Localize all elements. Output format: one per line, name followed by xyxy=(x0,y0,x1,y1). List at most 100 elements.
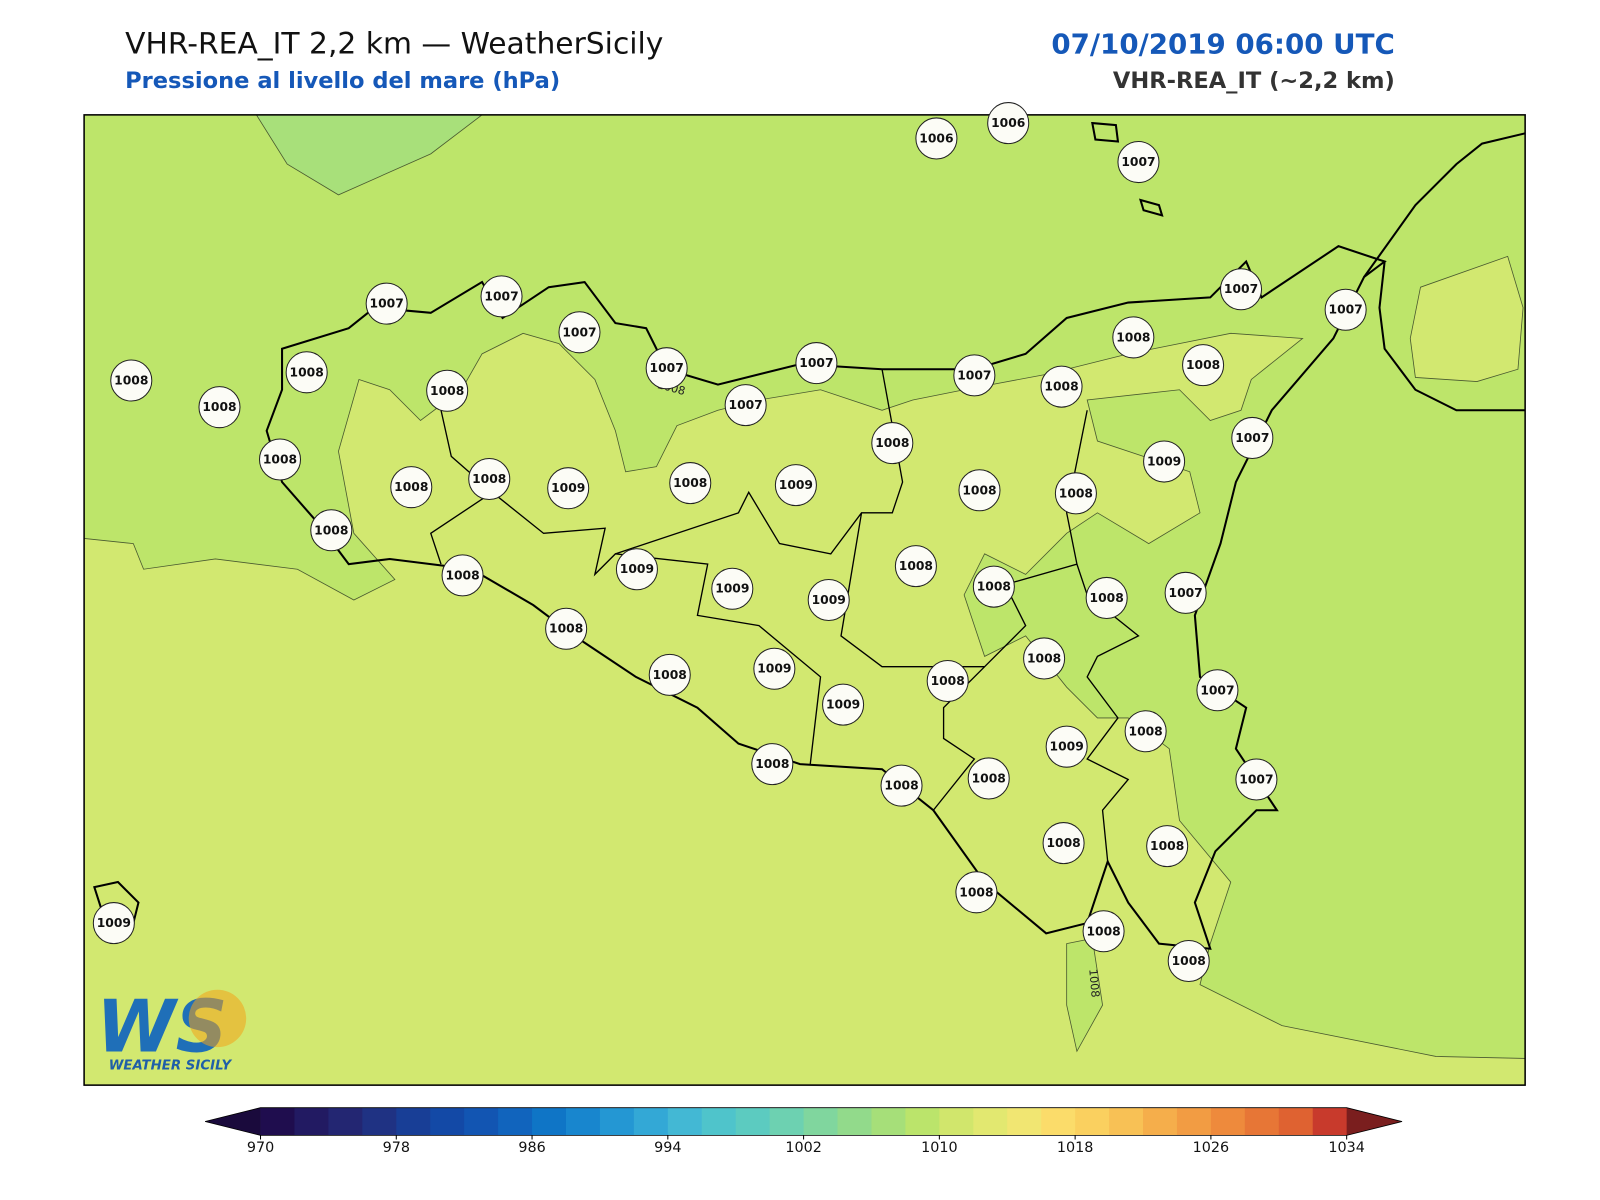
colorbar-bin xyxy=(803,1107,839,1136)
station-value: 1007 xyxy=(1121,155,1155,169)
colorbar-bin xyxy=(565,1107,601,1136)
colorbar-bin xyxy=(532,1107,567,1136)
station-value: 1009 xyxy=(1147,455,1181,469)
colorbar-bin xyxy=(939,1107,974,1136)
colorbar-bin xyxy=(498,1107,533,1136)
colorbar-bin xyxy=(769,1107,805,1136)
station-marker xyxy=(1196,669,1239,712)
station-value: 1006 xyxy=(991,116,1025,130)
logo-text: WEATHER SICILY xyxy=(109,1059,233,1074)
station: 1008 xyxy=(967,757,1010,800)
station: 1007 xyxy=(558,311,601,354)
station-value: 1009 xyxy=(620,562,654,576)
station-marker xyxy=(545,607,588,650)
colorbar-tick-label: 1034 xyxy=(1328,1140,1365,1156)
station-value: 1008 xyxy=(202,400,236,414)
station-marker xyxy=(258,438,302,481)
colorbar-bin xyxy=(1041,1107,1076,1136)
station: 1008 xyxy=(1054,472,1097,515)
station-marker xyxy=(987,102,1030,145)
station: 1007 xyxy=(724,384,767,427)
colorbar-bin xyxy=(905,1107,940,1136)
station-marker xyxy=(645,347,688,390)
logo: WS WEATHER SICILY xyxy=(96,984,247,1074)
station-value: 1008 xyxy=(1086,924,1120,938)
station-marker xyxy=(871,422,914,465)
station-value: 1008 xyxy=(977,580,1011,594)
map-frame xyxy=(83,114,1526,1086)
logo-sun xyxy=(188,989,247,1048)
station: 1007 xyxy=(365,282,408,325)
colorbar-bin xyxy=(294,1107,329,1136)
station-value: 1008 xyxy=(1150,839,1184,853)
station: 1009 xyxy=(1143,440,1186,483)
station-marker xyxy=(547,467,590,510)
station: 1008 xyxy=(1040,365,1083,408)
station-marker xyxy=(822,683,865,726)
colorbar-bin xyxy=(1143,1107,1178,1136)
station: 1008 xyxy=(110,359,153,402)
colorbar-tick-label: 1010 xyxy=(921,1140,958,1156)
station-marker xyxy=(753,647,796,690)
station: 1007 xyxy=(1164,571,1207,614)
colorbar-bin xyxy=(973,1107,1008,1136)
colorbar-bin xyxy=(1007,1107,1042,1136)
station-value: 1008 xyxy=(1046,836,1080,850)
title: VHR-REA_IT 2,2 km — WeatherSicily xyxy=(125,26,663,61)
station-marker xyxy=(110,359,153,402)
station-marker xyxy=(365,282,408,325)
station-value: 1009 xyxy=(779,478,813,492)
colorbar-bin xyxy=(837,1107,872,1136)
station-marker xyxy=(615,548,658,591)
station: 1008 xyxy=(285,351,328,394)
colorbar-bin xyxy=(1312,1107,1348,1136)
station: 1006 xyxy=(915,117,958,160)
station: 1008 xyxy=(545,607,588,650)
colorbar-bin xyxy=(1109,1107,1144,1136)
station-value: 1009 xyxy=(715,582,749,596)
station: 1008 xyxy=(880,764,923,807)
station-value: 1008 xyxy=(875,436,909,450)
colorbar-bin xyxy=(396,1107,431,1136)
station-value: 1007 xyxy=(1329,303,1363,317)
colorbar-bin xyxy=(1278,1107,1314,1136)
colorbar-bin xyxy=(871,1107,906,1136)
station: 1008 xyxy=(1023,637,1066,680)
station: 1008 xyxy=(955,871,998,914)
station-value: 1008 xyxy=(972,771,1006,785)
station-value: 1007 xyxy=(1239,772,1273,786)
station-value: 1008 xyxy=(1044,380,1078,394)
station-value: 1008 xyxy=(884,779,918,793)
contour-label: 1008 xyxy=(1086,968,1101,998)
station-value: 1008 xyxy=(673,476,707,490)
station-value: 1009 xyxy=(551,481,585,495)
station-value: 1007 xyxy=(1200,683,1234,697)
station: 1008 xyxy=(1124,710,1167,753)
station: 1008 xyxy=(1182,344,1225,387)
colorbar-tick-label: 970 xyxy=(247,1140,274,1156)
subtitle: Pressione al livello del mare (hPa) xyxy=(125,68,560,94)
station-value: 1007 xyxy=(1169,586,1203,600)
model: VHR-REA_IT (~2,2 km) xyxy=(1113,68,1395,94)
station-marker xyxy=(558,311,601,354)
station-marker xyxy=(955,871,998,914)
station-value: 1008 xyxy=(314,523,348,537)
station-marker xyxy=(1231,416,1274,459)
colorbar-bin xyxy=(1244,1107,1280,1136)
map xyxy=(84,114,1526,1086)
colorbar-bin xyxy=(464,1107,499,1136)
station: 1008 xyxy=(1042,822,1085,865)
station-value: 1007 xyxy=(729,398,763,412)
station-marker xyxy=(894,545,937,588)
station-marker xyxy=(774,464,817,507)
station-marker xyxy=(926,660,969,703)
station-marker xyxy=(1023,637,1066,680)
station: 1007 xyxy=(645,347,688,390)
station-value: 1008 xyxy=(1172,954,1206,968)
station-marker xyxy=(880,764,923,807)
colorbar-tick-label: 978 xyxy=(383,1140,410,1156)
station-marker xyxy=(751,743,794,786)
colorbar-extend-low xyxy=(205,1107,261,1136)
colorbar-bin xyxy=(362,1107,397,1136)
colorbar-bin xyxy=(701,1107,737,1136)
